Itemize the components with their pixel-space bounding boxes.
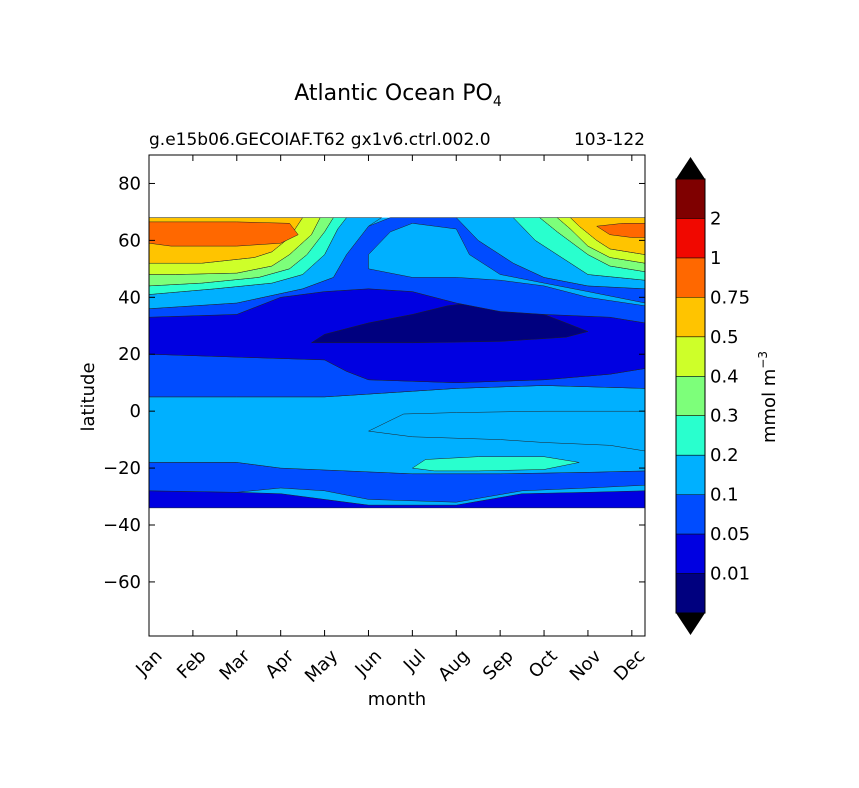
- colorbar-label: mmol m−3: [756, 351, 780, 443]
- contour-band-0.75-1-left: [149, 221, 299, 247]
- y-tick-label--20: −20: [103, 458, 141, 479]
- chart-subtitle-right: 103-122: [574, 130, 645, 150]
- colorbar-frame: [675, 178, 706, 614]
- x-axis-label: month: [368, 689, 426, 710]
- y-tick-label--60: −60: [103, 572, 141, 593]
- colorbar-tick-label-1: 0.05: [710, 524, 750, 545]
- colorbar-tick-label-4: 0.3: [710, 406, 739, 427]
- colorbar-extend-min: [676, 613, 705, 635]
- x-tick-label-jul: Jul: [399, 646, 430, 677]
- colorbar-swatch-5: [676, 376, 705, 416]
- y-axis-label: latitude: [78, 362, 99, 431]
- y-tick-label-40: 40: [118, 287, 141, 308]
- x-tick-label-jun: Jun: [351, 646, 386, 681]
- y-tick-label-60: 60: [118, 230, 141, 251]
- colorbar-swatch-0: [676, 573, 705, 613]
- chart-title: Atlantic Ocean PO4: [294, 81, 502, 110]
- colorbar-tick-label-8: 1: [710, 248, 721, 269]
- x-tick-label-jan: Jan: [131, 646, 166, 681]
- colorbar: 0.01 0.05 0.1 0.2 0.3 0.4 0.5 0.75 1 2: [675, 157, 750, 635]
- colorbar-tick-label-3: 0.2: [710, 445, 739, 466]
- contour-layer: [149, 217, 645, 509]
- x-tick-label-mar: Mar: [216, 645, 255, 684]
- x-tick-label-sep: Sep: [479, 646, 518, 685]
- y-tick-label-0: 0: [130, 401, 141, 422]
- colorbar-swatch-6: [676, 336, 705, 377]
- colorbar-label-exponent: −3: [756, 351, 770, 369]
- colorbar-swatch-7: [676, 297, 705, 337]
- colorbar-swatch-2: [676, 494, 705, 535]
- x-tick-label-apr: Apr: [261, 645, 298, 682]
- colorbar-swatch-1: [676, 534, 705, 574]
- chart-title-subscript: 4: [493, 94, 502, 110]
- x-tick-label-nov: Nov: [566, 645, 606, 685]
- colorbar-tick-label-6: 0.5: [710, 327, 739, 348]
- chart-title-main: Atlantic Ocean PO: [294, 81, 493, 106]
- colorbar-tick-label-2: 0.1: [710, 485, 739, 506]
- y-tick-label--40: −40: [103, 515, 141, 536]
- colorbar-swatch-8: [676, 257, 705, 298]
- y-tick-label-20: 20: [118, 344, 141, 365]
- x-tick-label-may: May: [301, 645, 342, 686]
- colorbar-tick-label-5: 0.4: [710, 366, 739, 387]
- colorbar-extend-max: [676, 157, 705, 179]
- x-tick-label-dec: Dec: [610, 646, 649, 685]
- colorbar-swatch-3: [676, 455, 705, 495]
- x-tick-label-oct: Oct: [525, 646, 562, 683]
- contour-band-0.2-0.3-south-patch: [412, 456, 580, 472]
- chart-subtitle-left: g.e15b06.GECOIAF.T62 gx1v6.ctrl.002.0: [149, 130, 491, 150]
- colorbar-swatch-9: [676, 218, 705, 258]
- colorbar-swatch-10: [676, 179, 705, 219]
- x-tick-label-aug: Aug: [434, 646, 474, 686]
- y-axis: 80 60 40 20 0 −20 −40 −60: [103, 173, 645, 593]
- contour-band-0.75-1-right: [596, 223, 645, 238]
- colorbar-label-text: mmol m: [759, 369, 780, 443]
- colorbar-tick-label-7: 0.75: [710, 287, 750, 308]
- colorbar-tick-label-9: 2: [710, 208, 721, 229]
- y-tick-label-80: 80: [118, 173, 141, 194]
- plot-frame: [148, 154, 646, 637]
- colorbar-tick-label-0: 0.01: [710, 564, 750, 585]
- x-tick-label-feb: Feb: [173, 646, 210, 683]
- contour-band-0.05-0.1-upper: [149, 217, 645, 324]
- colorbar-swatch-4: [676, 415, 705, 456]
